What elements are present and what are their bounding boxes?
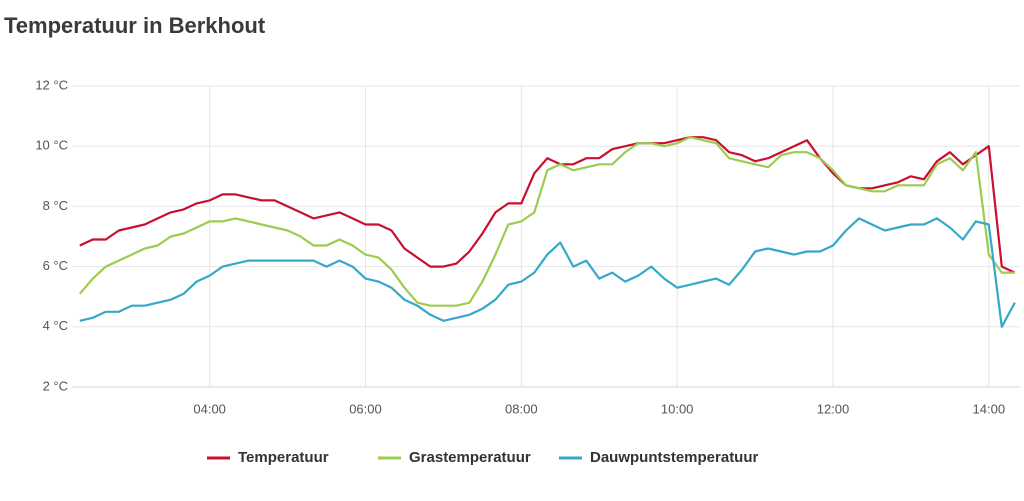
series-line	[79, 136, 1016, 274]
y-tick-label: 2 °C	[43, 378, 68, 393]
x-tick-label: 04:00	[193, 401, 226, 416]
y-tick-label: 10 °C	[35, 138, 68, 153]
x-tick-label: 08:00	[505, 401, 538, 416]
series-line	[78, 136, 1015, 307]
y-tick-label: 12 °C	[35, 77, 68, 92]
legend-label: Temperatuur	[238, 449, 329, 466]
x-tick-label: 14:00	[973, 401, 1006, 416]
y-tick-label: 8 °C	[43, 198, 68, 213]
legend-label: Grastemperatuur	[409, 449, 531, 466]
series-line	[79, 217, 1016, 328]
x-tick-label: 10:00	[661, 401, 694, 416]
legend-label: Dauwpuntstemperatuur	[590, 449, 759, 466]
y-tick-label: 4 °C	[43, 318, 68, 333]
x-tick-label: 06:00	[349, 401, 382, 416]
x-tick-label: 12:00	[817, 401, 850, 416]
chart-title: Temperatuur in Berkhout	[4, 13, 266, 38]
y-tick-label: 6 °C	[43, 258, 68, 273]
